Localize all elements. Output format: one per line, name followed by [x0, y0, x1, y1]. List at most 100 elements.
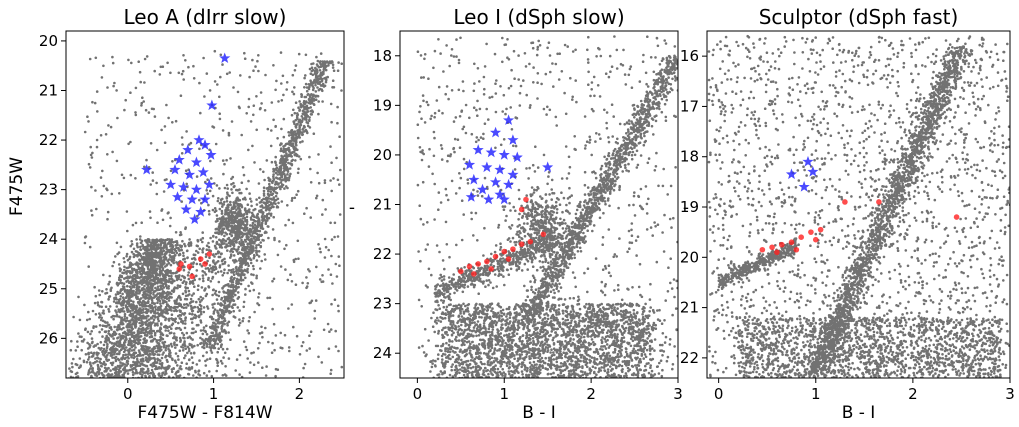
dot-marker: [793, 246, 800, 253]
star-marker: [180, 203, 192, 215]
x-tick-label: 0: [714, 385, 724, 403]
y-tick-label: 20: [373, 146, 392, 164]
dot-marker: [817, 226, 824, 233]
dot-marker: [206, 251, 213, 257]
y-tick-label: 19: [680, 198, 699, 216]
star-marker: [494, 163, 506, 175]
star-marker: [195, 206, 207, 217]
dot-marker: [488, 266, 495, 272]
star-marker: [498, 193, 510, 205]
dot-marker: [484, 258, 490, 265]
x-tick-label: 0: [413, 385, 423, 403]
star-marker: [171, 191, 184, 202]
chart-title: Leo A (dIrr slow): [124, 5, 287, 29]
background-stars: [67, 49, 344, 378]
background-stars: [707, 34, 1010, 378]
y-tick-label: 23: [373, 295, 392, 313]
star-marker: [507, 168, 519, 180]
star-marker: [485, 146, 497, 158]
y-tick-label: 25: [39, 280, 58, 298]
y-tick-label: 22: [39, 131, 58, 149]
star-marker: [193, 134, 205, 145]
y-tick-label: 20: [39, 32, 58, 50]
star-marker: [205, 149, 217, 160]
y-tick-label: 17: [680, 97, 699, 115]
dot-marker: [466, 263, 473, 270]
y-tick-label: 16: [680, 47, 699, 65]
star-marker: [199, 139, 211, 150]
dot-marker: [808, 229, 814, 235]
dot-marker: [510, 246, 516, 252]
dot-marker: [186, 263, 193, 270]
background-points: [67, 49, 344, 378]
star-marker: [785, 168, 797, 180]
dot-marker: [812, 236, 819, 243]
y-ticks: 20 21 22 23 24 25 26: [39, 32, 66, 347]
background-points: [416, 35, 678, 378]
y-tick-label: 22: [373, 245, 392, 263]
dot-marker: [842, 199, 848, 205]
highlighted-series: [759, 155, 960, 256]
star-marker: [481, 161, 493, 173]
y-tick-label: 24: [39, 230, 58, 248]
dot-marker: [202, 261, 208, 267]
star-marker: [169, 163, 181, 175]
dot-marker: [197, 256, 204, 262]
plot-frame: [65, 30, 345, 379]
dot-marker: [518, 241, 525, 247]
plot-frame: [706, 30, 1011, 379]
y-axis-label: F475W: [7, 157, 27, 216]
dot-marker: [501, 248, 508, 255]
star-marker: [489, 126, 502, 138]
dash-mark: -: [349, 198, 355, 218]
dot-marker: [876, 199, 882, 205]
star-marker: [507, 134, 519, 145]
dot-marker: [475, 261, 481, 267]
x-axis-label: B - I: [522, 403, 556, 423]
x-tick-label: 1: [499, 385, 509, 403]
star-marker: [186, 193, 198, 205]
star-marker: [173, 154, 185, 165]
star-marker: [177, 181, 190, 192]
x-axis-label: F475W - F814W: [137, 403, 272, 423]
star-marker: [494, 188, 506, 200]
chart-title: Sculptor (dSph fast): [759, 5, 959, 29]
dot-marker: [471, 271, 477, 277]
star-marker: [199, 193, 211, 205]
y-tick-label: 26: [39, 329, 58, 347]
star-marker: [468, 173, 480, 185]
dash-mark: -: [683, 198, 689, 218]
y-tick-label: 19: [373, 96, 392, 114]
star-marker: [190, 183, 203, 195]
panel-leo-a: 0 1 2 20 21 22 23 24 25 26 Leo A (dIrr slow) F47…: [7, 5, 345, 423]
highlighted-series: [458, 114, 554, 277]
y-tick-label: 21: [680, 299, 699, 317]
star-marker: [807, 165, 819, 177]
dot-marker: [540, 231, 547, 238]
star-marker: [190, 156, 203, 168]
background-points: [707, 34, 1010, 378]
dot-marker: [523, 196, 529, 203]
dot-marker: [774, 249, 780, 256]
dot-marker: [759, 246, 766, 253]
dot-marker: [178, 261, 184, 267]
y-tick-label: 20: [680, 248, 699, 266]
dot-marker: [788, 239, 795, 246]
y-tick-label: 18: [373, 47, 392, 65]
x-tick-label: 2: [586, 385, 596, 403]
x-tick-label: 1: [209, 385, 219, 403]
star-marker: [489, 176, 502, 187]
star-marker: [203, 178, 215, 190]
dot-marker: [176, 266, 183, 272]
star-marker: [197, 166, 209, 177]
star-marker: [206, 99, 218, 111]
dot-marker: [458, 268, 464, 275]
y-tick-label: 21: [39, 81, 58, 99]
star-marker: [502, 178, 515, 190]
dot-marker: [778, 241, 785, 248]
x-tick-label: 1: [811, 385, 821, 403]
x-ticks: 0 1 2: [123, 378, 304, 403]
dot-marker: [518, 206, 525, 213]
